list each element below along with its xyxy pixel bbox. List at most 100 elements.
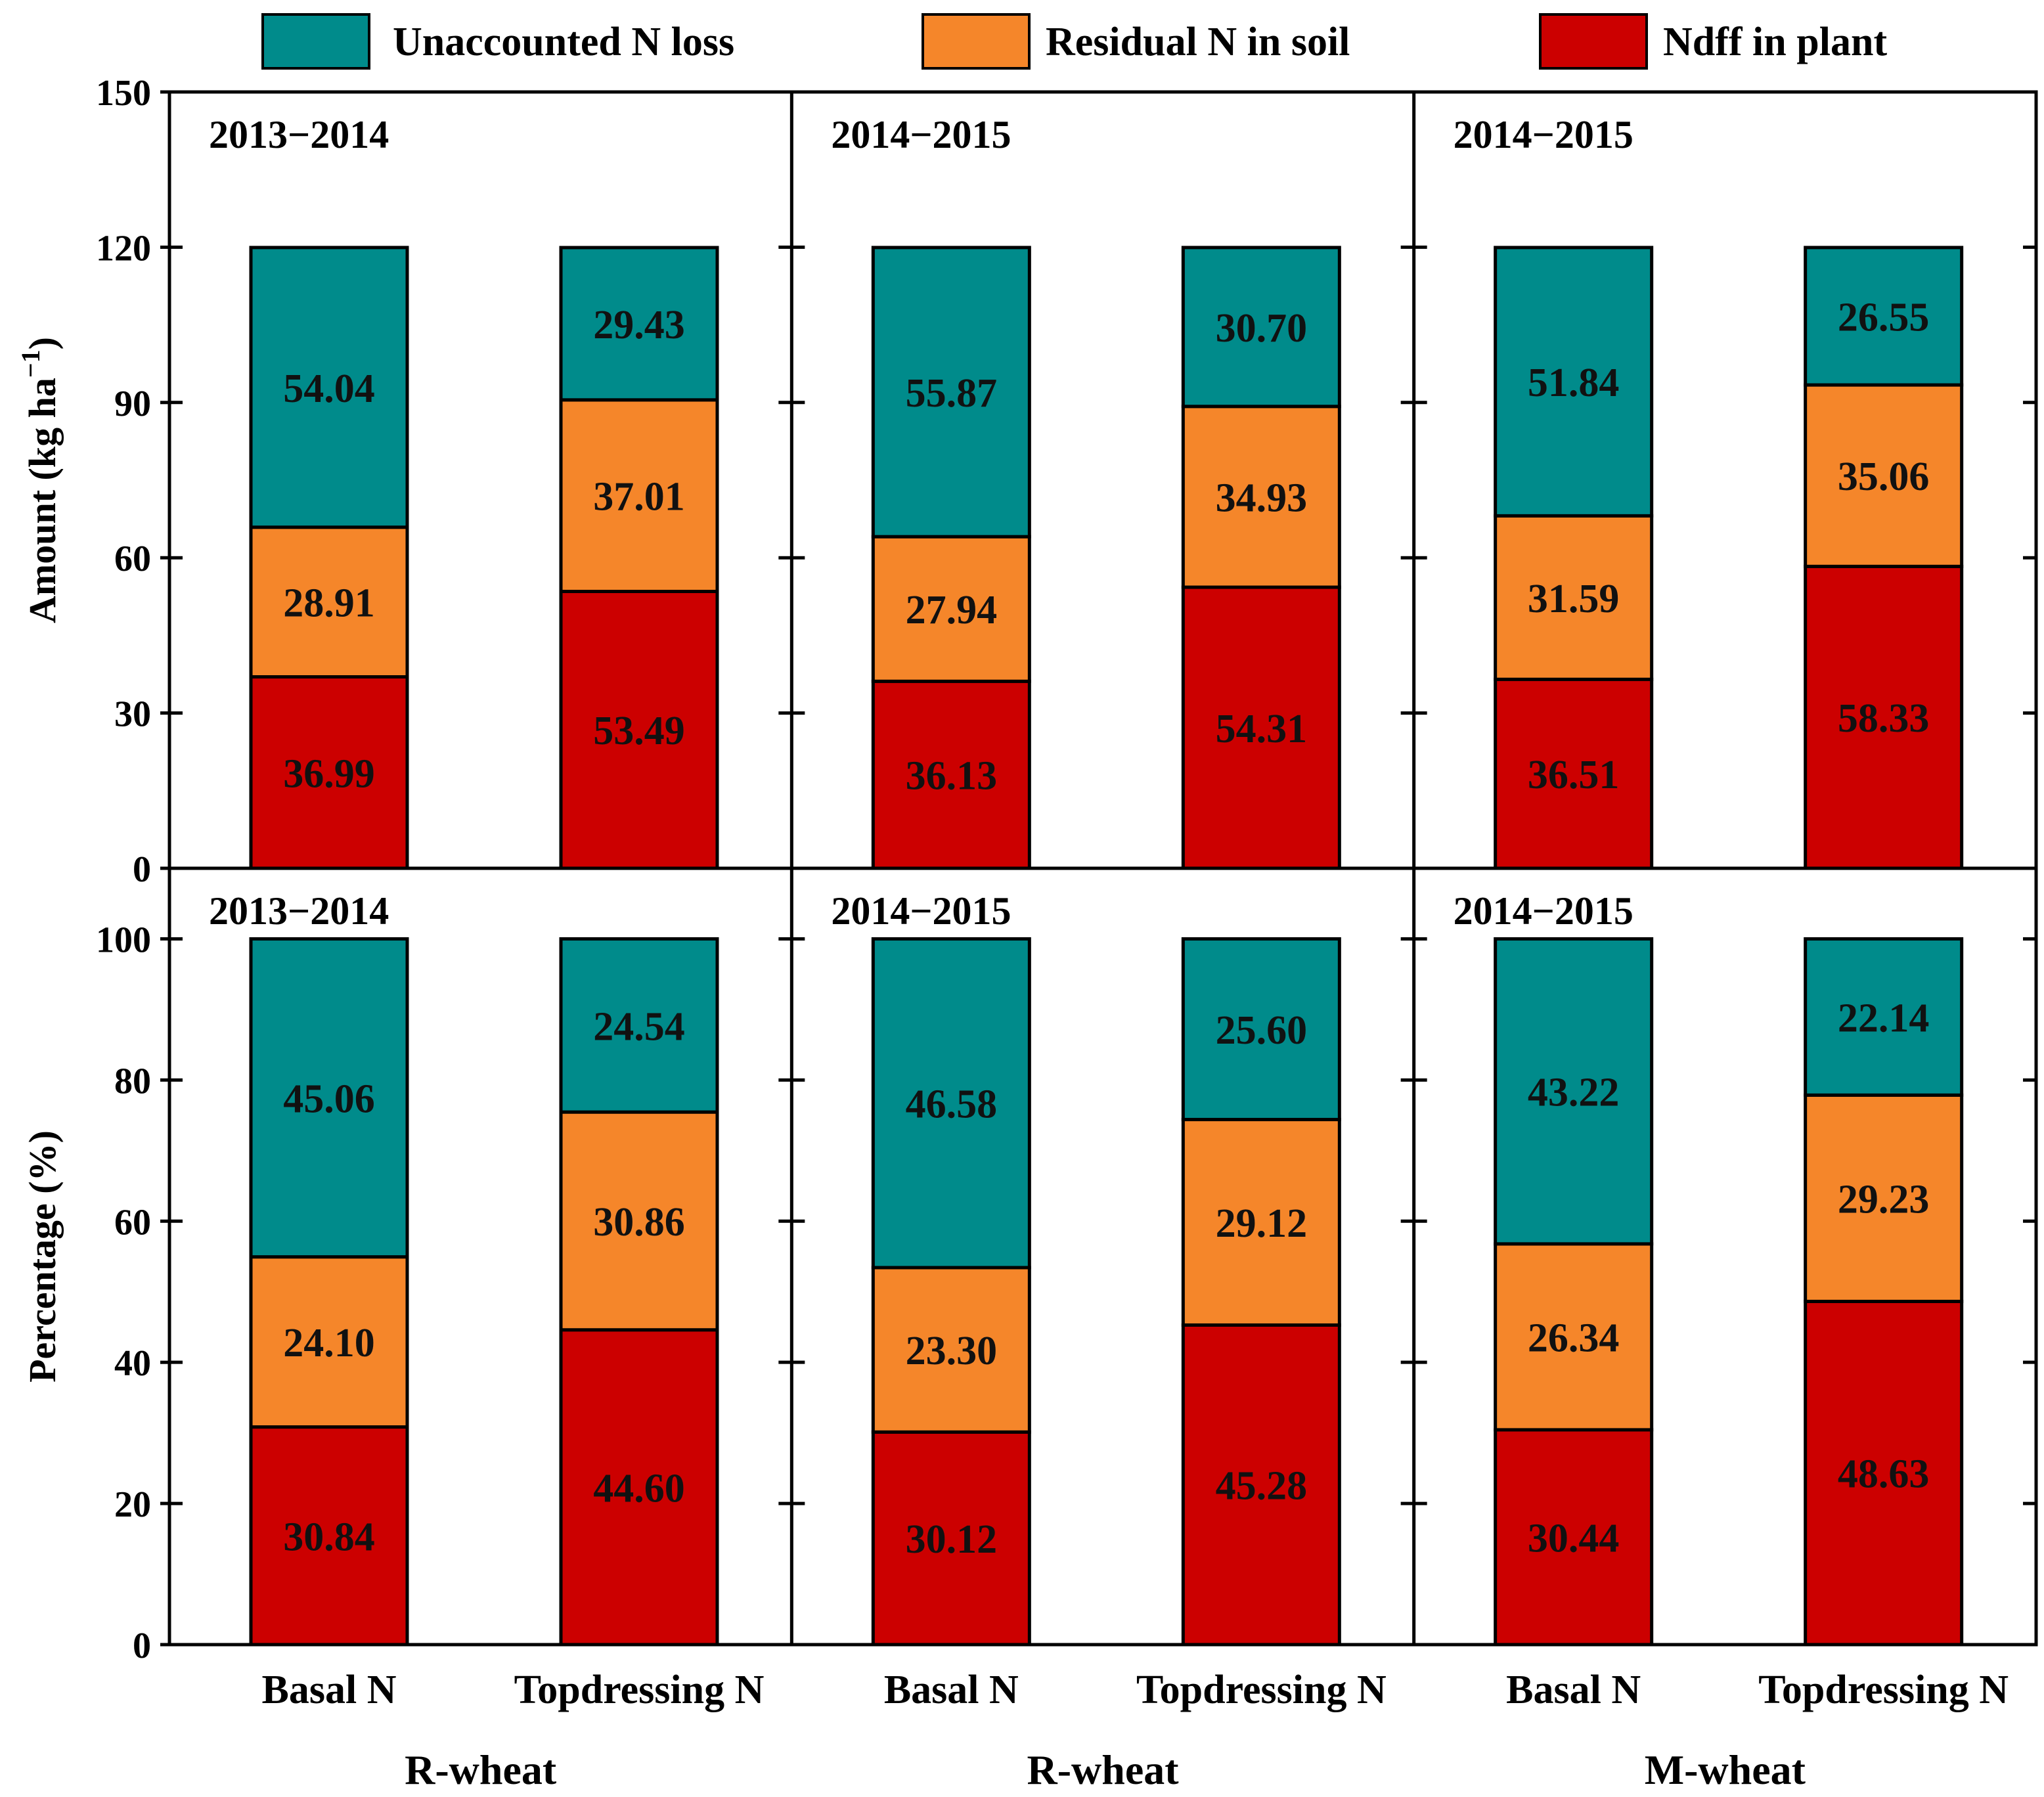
amount-tick-label: 60 bbox=[114, 539, 151, 579]
bar-segment-loss bbox=[249, 246, 409, 529]
percentage-tick-label: 80 bbox=[114, 1061, 151, 1101]
data-label-loss: 45.06 bbox=[283, 1077, 375, 1122]
group-label: M-wheat bbox=[1645, 1746, 1806, 1793]
panels: 2013−2014 36.99 28.91 54.04 53.49 37.01 29.43 2… bbox=[209, 113, 1964, 1647]
bar-segment-loss bbox=[1181, 937, 1341, 1122]
data-label-ndff: 53.49 bbox=[593, 709, 685, 753]
category-label: Topdressing N bbox=[1136, 1668, 1387, 1712]
bar-segment-residual bbox=[871, 535, 1031, 683]
percentage-tick-label: 20 bbox=[114, 1484, 151, 1525]
data-label-loss: 24.54 bbox=[593, 1004, 685, 1049]
bar-segment-residual bbox=[559, 398, 719, 593]
bar-segment-residual bbox=[1494, 1242, 1654, 1432]
amount-panel-title: 2014−2015 bbox=[1454, 113, 1633, 156]
data-label-loss: 22.14 bbox=[1838, 996, 1930, 1040]
bar-segment-ndff bbox=[559, 589, 719, 870]
group-label: R-wheat bbox=[1027, 1746, 1179, 1793]
percentage-panel-title: 2013−2014 bbox=[209, 889, 389, 933]
data-label-ndff: 30.84 bbox=[283, 1515, 375, 1559]
axis-title-text: Amount (kg ha bbox=[21, 378, 64, 623]
bar-segment-residual bbox=[1804, 383, 1964, 568]
data-label-residual: 26.34 bbox=[1528, 1316, 1620, 1360]
bar-segment-residual bbox=[559, 1110, 719, 1332]
percentage-frame bbox=[167, 866, 2038, 1647]
data-label-residual: 23.30 bbox=[906, 1329, 998, 1373]
bar-segment-ndff bbox=[871, 1430, 1031, 1647]
data-label-ndff: 30.44 bbox=[1528, 1516, 1620, 1561]
data-label-residual: 29.12 bbox=[1216, 1201, 1308, 1246]
category-label: Basal N bbox=[262, 1668, 397, 1712]
axes: 0 30 60 90 120 150 0 20 40 60 80 100 Amount (kg ha−1… bbox=[16, 73, 2036, 1666]
data-label-loss: 29.43 bbox=[593, 303, 685, 347]
data-label-ndff: 45.28 bbox=[1216, 1464, 1308, 1509]
data-label-loss: 55.87 bbox=[906, 371, 998, 416]
data-label-residual: 24.10 bbox=[283, 1321, 375, 1365]
data-label-residual: 31.59 bbox=[1528, 577, 1620, 621]
legend-label: Residual N in soil bbox=[1046, 20, 1350, 64]
amount-tick-label: 120 bbox=[96, 228, 151, 269]
bar-segment-residual bbox=[1181, 1118, 1341, 1327]
percentage-panel-title: 2014−2015 bbox=[831, 889, 1011, 933]
axis-title-text: ) bbox=[21, 337, 64, 349]
data-label-ndff: 30.12 bbox=[906, 1517, 998, 1562]
amount-tick-label: 0 bbox=[133, 849, 151, 890]
percentage-tick-label: 100 bbox=[96, 920, 151, 960]
bar-segment-loss bbox=[871, 246, 1031, 539]
data-label-residual: 27.94 bbox=[906, 588, 998, 632]
category-label: Basal N bbox=[1506, 1668, 1641, 1712]
data-label-loss: 46.58 bbox=[906, 1082, 998, 1127]
data-label-ndff: 44.60 bbox=[593, 1466, 685, 1511]
data-label-residual: 34.93 bbox=[1216, 476, 1308, 520]
bar-segment-residual bbox=[249, 525, 409, 679]
bar-segment-ndff bbox=[249, 675, 409, 870]
amount-tick-label: 90 bbox=[114, 384, 151, 424]
bar-segment-loss bbox=[559, 246, 719, 402]
legend: Unaccounted N loss Residual N in soil Ndff… bbox=[261, 13, 1887, 70]
bar-segment-loss bbox=[1181, 246, 1341, 409]
bar-segment-ndff bbox=[1804, 564, 1964, 870]
bar-segment-loss bbox=[249, 937, 409, 1259]
bar-segment-loss bbox=[559, 937, 719, 1114]
bar-segment-ndff bbox=[1181, 1323, 1341, 1647]
percentage-panel-title: 2014−2015 bbox=[1454, 889, 1633, 933]
data-label-ndff: 36.99 bbox=[283, 751, 375, 796]
panel-frames bbox=[167, 90, 2038, 1647]
data-label-loss: 30.70 bbox=[1216, 306, 1308, 351]
data-label-loss: 25.60 bbox=[1216, 1008, 1308, 1053]
legend-swatch bbox=[261, 13, 370, 70]
bar-segment-loss bbox=[1804, 246, 1964, 387]
amount-frame bbox=[167, 90, 2038, 870]
bar-segment-residual bbox=[871, 1266, 1031, 1434]
category-label: Topdressing N bbox=[514, 1668, 765, 1712]
group-label: R-wheat bbox=[405, 1746, 557, 1793]
data-label-residual: 28.91 bbox=[283, 581, 375, 626]
axis-title-superscript: −1 bbox=[16, 349, 45, 378]
category-label: Basal N bbox=[884, 1668, 1019, 1712]
data-label-loss: 26.55 bbox=[1838, 295, 1930, 340]
data-label-loss: 43.22 bbox=[1528, 1071, 1620, 1115]
data-label-ndff: 36.51 bbox=[1528, 753, 1620, 797]
bar-segment-residual bbox=[1181, 405, 1341, 589]
percentage-tick-label: 60 bbox=[114, 1202, 151, 1243]
data-label-residual: 35.06 bbox=[1838, 455, 1930, 499]
percentage-axis-title: Percentage (%) bbox=[21, 1130, 64, 1383]
amount-panel-title: 2013−2014 bbox=[209, 113, 389, 156]
data-label-ndff: 54.31 bbox=[1216, 707, 1308, 751]
amount-axis-title: Amount (kg ha−1) bbox=[16, 337, 64, 623]
bar-segment-loss bbox=[1804, 937, 1964, 1097]
data-label-residual: 29.23 bbox=[1838, 1177, 1930, 1222]
bar-segment-loss bbox=[1494, 937, 1654, 1246]
bar-segment-ndff bbox=[1181, 585, 1341, 870]
bar-segment-loss bbox=[1494, 246, 1654, 518]
data-label-ndff: 36.13 bbox=[906, 754, 998, 799]
data-label-ndff: 48.63 bbox=[1838, 1452, 1930, 1497]
bar-segment-residual bbox=[1804, 1093, 1964, 1303]
data-label-ndff: 58.33 bbox=[1838, 696, 1930, 741]
legend-label: Ndff in plant bbox=[1663, 20, 1887, 64]
amount-panel-title: 2014−2015 bbox=[831, 113, 1011, 156]
legend-swatch bbox=[922, 13, 1031, 70]
legend-label: Unaccounted N loss bbox=[393, 20, 734, 64]
data-label-loss: 51.84 bbox=[1528, 361, 1620, 405]
